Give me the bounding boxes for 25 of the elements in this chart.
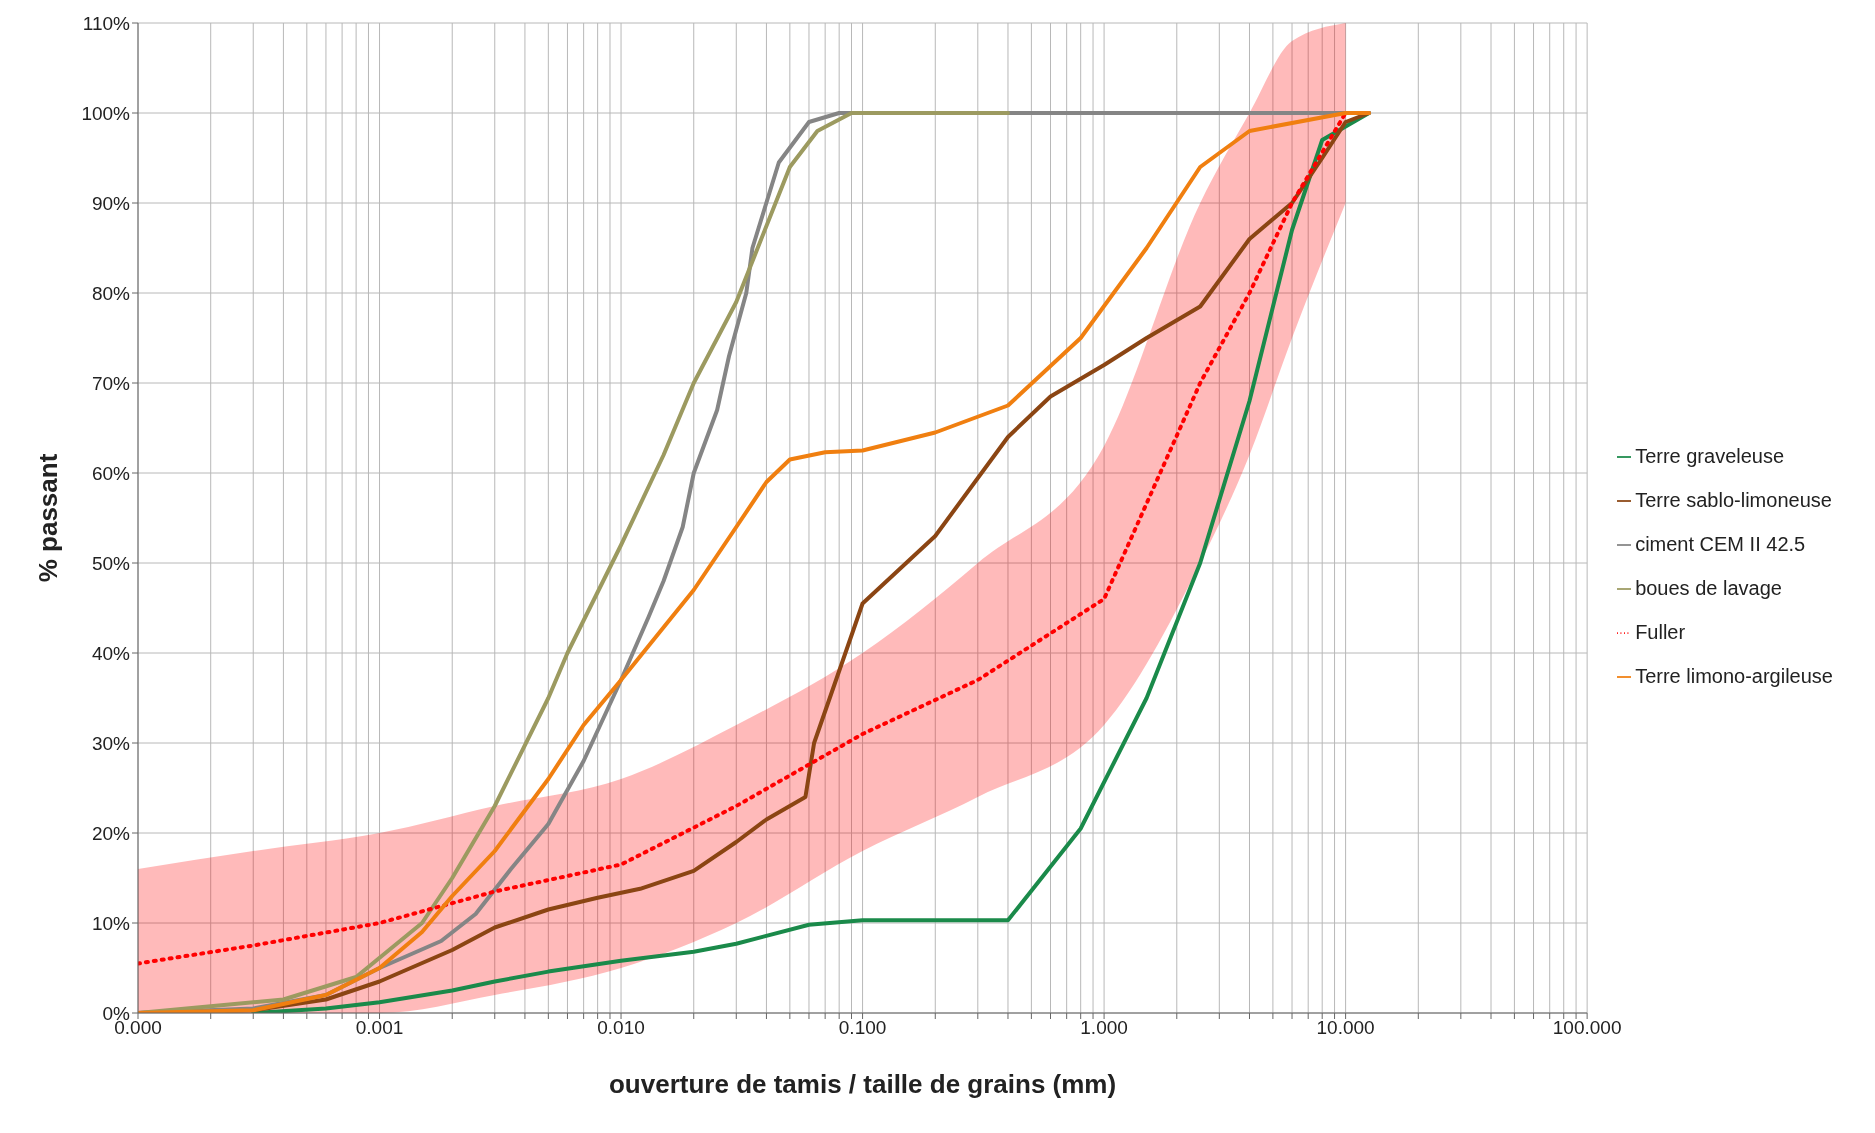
x-tick-label: 10.000 — [1316, 1017, 1375, 1039]
y-tick-label: 10% — [91, 912, 131, 934]
y-tick-label: 40% — [91, 642, 131, 664]
y-tick-label: 80% — [91, 282, 131, 304]
x-tick-label: 0.100 — [838, 1017, 887, 1039]
y-tick-label: 50% — [91, 552, 131, 574]
y-axis-title: % passant — [33, 453, 64, 583]
y-tick-label: 110% — [82, 12, 131, 34]
x-tick-label: 0.010 — [597, 1017, 645, 1039]
y-tick-label: 20% — [91, 822, 131, 844]
x-tick-label: 1.000 — [1080, 1017, 1128, 1039]
y-tick-label: 30% — [91, 732, 131, 754]
y-tick-label: 60% — [91, 462, 131, 484]
y-tick-label: 100% — [81, 102, 131, 124]
legend-label: boues de lavage — [1635, 576, 1782, 599]
legend-label: Terre limono-argileuse — [1635, 664, 1833, 687]
y-tick-label: 70% — [91, 372, 131, 394]
legend-label: Terre sablo-limoneuse — [1635, 488, 1832, 511]
y-tick-label: 90% — [91, 192, 131, 214]
x-axis-title: ouverture de tamis / taille de grains (mm) — [608, 1069, 1117, 1099]
legend-label: ciment CEM II 42.5 — [1635, 532, 1806, 555]
x-tick-label: 100.000 — [1552, 1017, 1622, 1039]
x-tick-label: 0.001 — [355, 1017, 404, 1039]
legend-label: Fuller — [1635, 620, 1686, 643]
legend-label: Terre graveleuse — [1635, 444, 1785, 467]
